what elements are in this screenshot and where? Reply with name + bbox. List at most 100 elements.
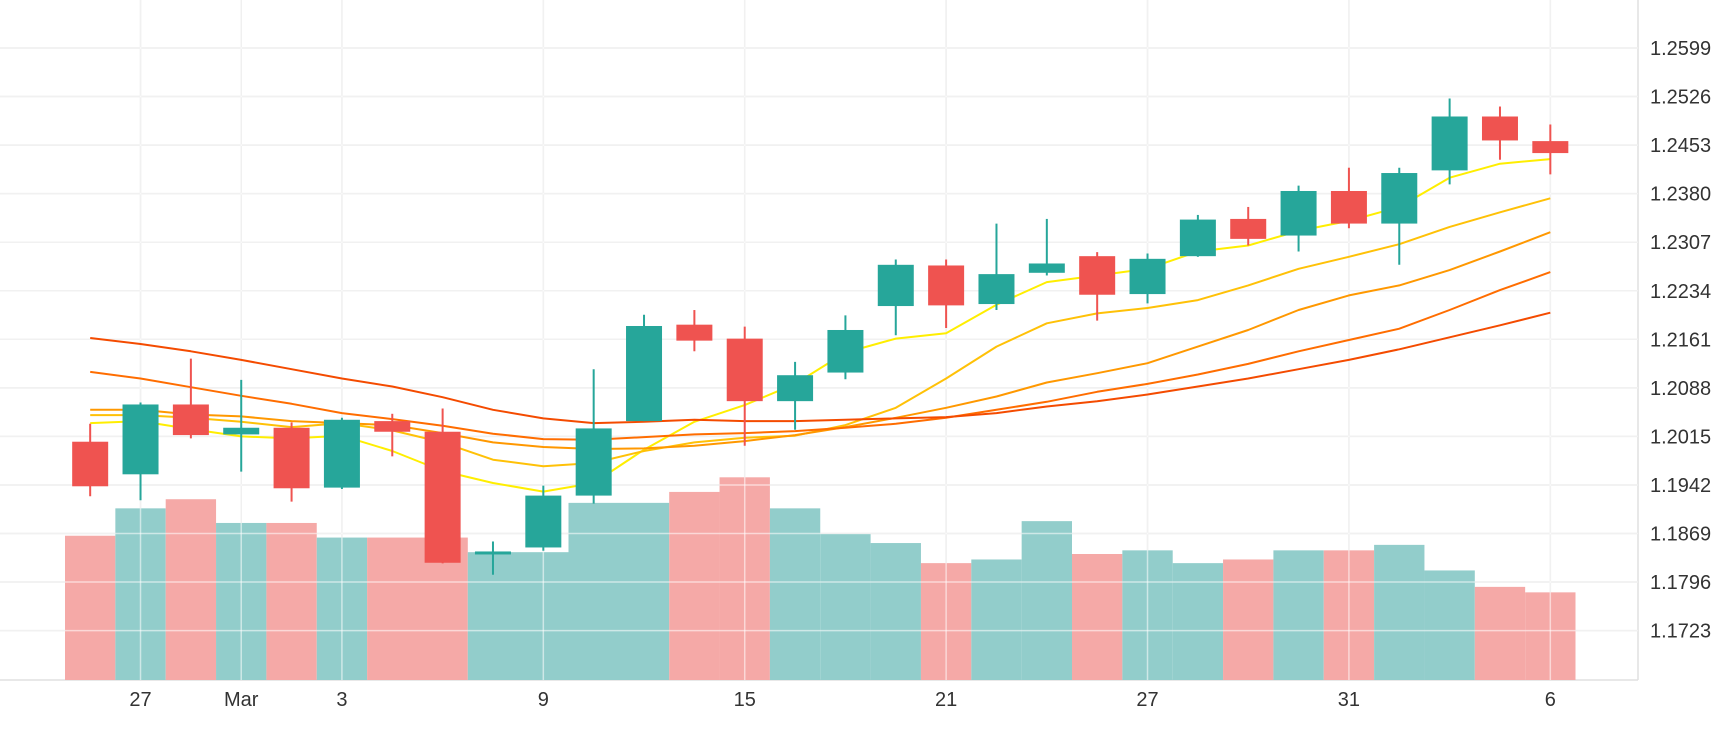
candle-down bbox=[172, 358, 209, 439]
price-tick-label: 1.2453 bbox=[1650, 135, 1711, 157]
candle-down bbox=[72, 423, 109, 497]
volume-bar bbox=[820, 533, 871, 680]
candle-body bbox=[1028, 263, 1065, 273]
candle-body bbox=[1330, 190, 1367, 224]
candle-up bbox=[575, 369, 612, 504]
candle-body bbox=[978, 274, 1015, 305]
candle-down bbox=[1079, 252, 1116, 321]
time-tick-label: 21 bbox=[935, 689, 957, 711]
candle-body bbox=[273, 427, 310, 489]
volume-bar bbox=[568, 502, 670, 680]
price-tick-label: 1.2015 bbox=[1650, 426, 1711, 448]
candle-down bbox=[1330, 167, 1367, 229]
volume-bar bbox=[1021, 521, 1072, 680]
candle-up bbox=[777, 361, 814, 430]
price-tick-label: 1.2088 bbox=[1650, 378, 1711, 400]
candle-body bbox=[172, 404, 209, 436]
volume-bar bbox=[669, 491, 720, 680]
moving-average-line bbox=[90, 311, 1551, 425]
candle-body bbox=[1431, 116, 1468, 171]
candle-down bbox=[374, 413, 411, 457]
candle-body bbox=[1280, 190, 1317, 236]
moving-average-line bbox=[90, 271, 1551, 441]
candle-up bbox=[1129, 253, 1166, 304]
candle-up bbox=[122, 402, 159, 501]
candle-body bbox=[1230, 218, 1267, 239]
time-tick-label: 27 bbox=[129, 689, 151, 711]
candle-body bbox=[726, 338, 763, 402]
candle-body bbox=[777, 375, 814, 402]
candle-up bbox=[1028, 218, 1065, 276]
candle-down bbox=[676, 310, 713, 352]
candles bbox=[72, 98, 1569, 575]
price-tick-label: 1.1869 bbox=[1650, 524, 1711, 546]
candle-down bbox=[726, 326, 763, 446]
candle-up bbox=[626, 314, 663, 422]
candle-up bbox=[525, 485, 562, 551]
candle-down bbox=[1230, 206, 1267, 246]
candle-up bbox=[474, 541, 511, 575]
price-tick-label: 1.2599 bbox=[1650, 38, 1711, 60]
candle-body bbox=[827, 329, 864, 373]
candle-down bbox=[273, 422, 310, 502]
candle-body bbox=[424, 431, 461, 563]
volume-bar bbox=[1474, 586, 1526, 680]
volume-bar bbox=[1273, 550, 1324, 680]
candle-up bbox=[223, 379, 260, 472]
volume-bar bbox=[1172, 563, 1224, 680]
candle-body bbox=[122, 404, 159, 475]
candle-down bbox=[928, 259, 965, 328]
volume-bar bbox=[1072, 554, 1123, 680]
candle-body bbox=[1079, 256, 1116, 295]
price-axis: 1.2599 1.2526 1.2453 1.2380 1.2307 1.2234 1.21… bbox=[1650, 38, 1711, 643]
candle-up bbox=[323, 417, 360, 489]
price-tick-label: 1.2234 bbox=[1650, 281, 1711, 303]
volume-bar bbox=[266, 522, 317, 680]
candle-down bbox=[424, 408, 461, 564]
candle-body bbox=[928, 265, 965, 306]
volume-bar bbox=[1223, 559, 1274, 680]
candle-body bbox=[1179, 219, 1216, 257]
volume-bar bbox=[870, 543, 921, 680]
candle-up bbox=[1381, 167, 1418, 265]
price-tick-label: 1.2307 bbox=[1650, 232, 1711, 254]
candle-body bbox=[877, 264, 914, 307]
price-tick-label: 1.1723 bbox=[1650, 621, 1711, 643]
candle-body bbox=[626, 325, 663, 422]
time-tick-label: 31 bbox=[1338, 689, 1360, 711]
candle-body bbox=[1532, 141, 1569, 154]
candle-up bbox=[1280, 185, 1317, 252]
moving-average-line bbox=[90, 231, 1551, 450]
time-tick-label: 9 bbox=[538, 689, 549, 711]
candle-body bbox=[1481, 116, 1518, 141]
candle-body bbox=[575, 428, 612, 496]
price-tick-label: 1.2380 bbox=[1650, 184, 1711, 206]
price-tick-label: 1.2526 bbox=[1650, 87, 1711, 109]
time-tick-label: Mar bbox=[224, 689, 259, 711]
candle-up bbox=[1431, 98, 1468, 185]
volume-bar bbox=[65, 535, 116, 680]
volume-bar bbox=[1424, 570, 1475, 680]
candle-body bbox=[323, 419, 360, 488]
price-tick-label: 1.2161 bbox=[1650, 329, 1711, 351]
candle-body bbox=[1381, 173, 1418, 224]
candle-up bbox=[1179, 214, 1216, 257]
volume-bar bbox=[971, 559, 1022, 680]
time-tick-label: 27 bbox=[1136, 689, 1158, 711]
candle-body bbox=[525, 495, 562, 548]
price-tick-label: 1.1796 bbox=[1650, 572, 1711, 594]
candle-up bbox=[827, 315, 864, 380]
volume-bar bbox=[165, 499, 217, 680]
volume-bar bbox=[769, 508, 821, 680]
candle-up bbox=[978, 223, 1015, 311]
candle-down bbox=[1532, 124, 1569, 175]
candle-body bbox=[223, 427, 260, 435]
time-axis: 27 Mar 3 9 15 21 27 31 6 bbox=[129, 689, 1555, 711]
time-tick-label: 3 bbox=[336, 689, 347, 711]
candle-body bbox=[374, 421, 411, 432]
time-tick-label: 15 bbox=[734, 689, 756, 711]
price-tick-label: 1.1942 bbox=[1650, 475, 1711, 497]
volume-bar bbox=[1374, 544, 1425, 680]
